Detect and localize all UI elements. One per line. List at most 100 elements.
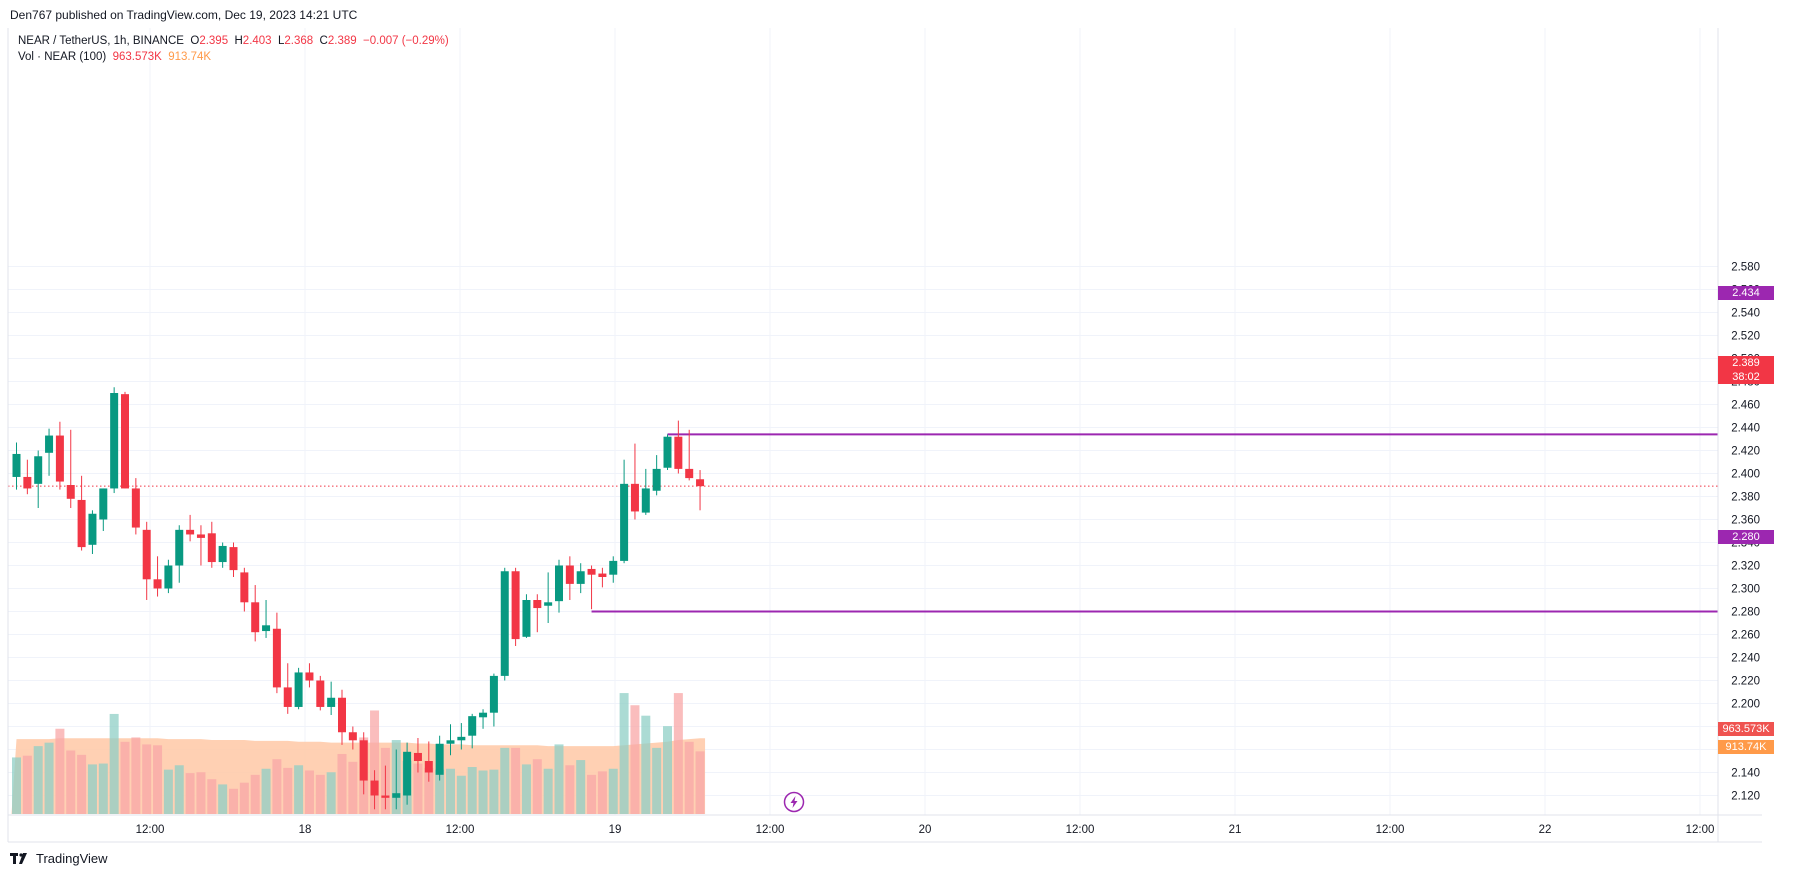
candle-body[interactable] bbox=[457, 736, 466, 741]
volume-bar bbox=[174, 765, 184, 814]
candle-body[interactable] bbox=[489, 675, 498, 713]
candle-body[interactable] bbox=[587, 568, 596, 575]
candle-body[interactable] bbox=[392, 793, 401, 798]
candle-body[interactable] bbox=[522, 600, 531, 637]
candle-body[interactable] bbox=[620, 483, 629, 561]
close-label: C bbox=[319, 35, 328, 47]
footer-brand[interactable]: TradingView bbox=[10, 851, 108, 866]
candle-body[interactable] bbox=[207, 533, 216, 563]
volume-bar bbox=[239, 782, 249, 814]
candle-body[interactable] bbox=[77, 499, 86, 548]
candle-body[interactable] bbox=[598, 573, 607, 577]
candle-body[interactable] bbox=[479, 712, 488, 718]
candle-body[interactable] bbox=[153, 579, 162, 589]
candle-body[interactable] bbox=[555, 565, 563, 602]
candle-body[interactable] bbox=[262, 625, 271, 632]
candle-body[interactable] bbox=[229, 547, 238, 571]
candle-body[interactable] bbox=[511, 571, 520, 640]
candle-body[interactable] bbox=[446, 740, 455, 744]
volume-bar bbox=[673, 693, 683, 814]
candle-body[interactable] bbox=[327, 697, 336, 707]
candle-body[interactable] bbox=[641, 488, 650, 513]
candle-body[interactable] bbox=[240, 572, 249, 603]
candle-body[interactable] bbox=[34, 456, 43, 484]
candle-body[interactable] bbox=[55, 435, 64, 482]
candle-body[interactable] bbox=[685, 468, 694, 479]
candle-body[interactable] bbox=[12, 453, 21, 477]
volume-bar bbox=[684, 741, 694, 814]
volume-bar bbox=[142, 744, 152, 814]
candle-body[interactable] bbox=[609, 560, 618, 575]
x-tick-label: 12:00 bbox=[1066, 824, 1095, 836]
volume-bar bbox=[196, 772, 206, 814]
candle-body[interactable] bbox=[652, 468, 661, 491]
candle-body[interactable] bbox=[142, 529, 151, 580]
volume-bar bbox=[77, 754, 87, 814]
candle-body[interactable] bbox=[131, 488, 140, 528]
candle-body[interactable] bbox=[305, 672, 314, 681]
volume-bar bbox=[413, 763, 423, 814]
candle-body[interactable] bbox=[23, 476, 32, 489]
candle-body[interactable] bbox=[283, 687, 292, 707]
candle-body[interactable] bbox=[175, 529, 184, 566]
y-tick-label: 2.240 bbox=[1731, 653, 1760, 665]
volume-bar bbox=[12, 757, 21, 814]
candle-body[interactable] bbox=[663, 436, 672, 468]
candle-body[interactable] bbox=[565, 565, 574, 584]
ohlc-legend: NEAR / TetherUS, 1h, BINANCE O2.395 H2.4… bbox=[18, 35, 449, 47]
lightning-bolt-icon[interactable] bbox=[783, 791, 805, 813]
candle-body[interactable] bbox=[121, 394, 129, 489]
volume-bar bbox=[446, 768, 455, 814]
candle-body[interactable] bbox=[424, 761, 433, 773]
candle-body[interactable] bbox=[403, 751, 412, 796]
volume-bar bbox=[532, 759, 542, 814]
candle-body[interactable] bbox=[674, 436, 683, 469]
countdown-tag: 38:02 bbox=[1718, 370, 1774, 384]
candle-body[interactable] bbox=[500, 571, 509, 676]
candle-body[interactable] bbox=[66, 485, 75, 499]
high-label: H bbox=[234, 35, 243, 47]
candle-body[interactable] bbox=[370, 780, 379, 796]
candle-body[interactable] bbox=[381, 795, 390, 798]
volume-bar bbox=[163, 769, 173, 814]
candle-body[interactable] bbox=[186, 529, 195, 535]
candle-body[interactable] bbox=[88, 513, 97, 545]
candle-body[interactable] bbox=[576, 571, 585, 584]
candle-body[interactable] bbox=[696, 479, 705, 487]
candle-body[interactable] bbox=[359, 740, 368, 781]
x-tick-label: 18 bbox=[299, 824, 312, 836]
candle-body[interactable] bbox=[251, 602, 260, 633]
candle-body[interactable] bbox=[348, 732, 357, 741]
candle-body[interactable] bbox=[413, 752, 422, 761]
candle-body[interactable] bbox=[316, 680, 325, 707]
volume-bar bbox=[218, 784, 228, 814]
candle-body[interactable] bbox=[435, 743, 444, 775]
volume-bar bbox=[652, 747, 662, 814]
candle-body[interactable] bbox=[45, 435, 54, 453]
candle-body[interactable] bbox=[630, 483, 639, 512]
candle-body[interactable] bbox=[110, 393, 119, 489]
y-tick-label: 2.220 bbox=[1731, 676, 1760, 688]
candle-body[interactable] bbox=[218, 545, 227, 563]
candle-body[interactable] bbox=[544, 602, 553, 606]
candle-body[interactable] bbox=[533, 600, 542, 609]
publisher-bar: Den767 published on TradingView.com, Dec… bbox=[0, 0, 1794, 28]
y-tick-label: 2.200 bbox=[1731, 699, 1760, 711]
volume-bar bbox=[467, 767, 477, 814]
candle-body[interactable] bbox=[196, 534, 205, 538]
candle-body[interactable] bbox=[272, 628, 281, 688]
candle-body[interactable] bbox=[99, 488, 108, 520]
volume-bar bbox=[131, 737, 141, 814]
candle-body[interactable] bbox=[468, 716, 477, 736]
candle-body[interactable] bbox=[294, 672, 303, 707]
volume-bar bbox=[695, 751, 705, 814]
volume-bar bbox=[456, 775, 466, 814]
candle-body[interactable] bbox=[164, 565, 173, 589]
volume-bar bbox=[619, 693, 629, 814]
candle-body[interactable] bbox=[338, 697, 346, 733]
volume-bar bbox=[435, 769, 445, 814]
volume-bar bbox=[185, 773, 195, 814]
volume-bar bbox=[326, 772, 336, 814]
volume-bar bbox=[489, 769, 499, 814]
